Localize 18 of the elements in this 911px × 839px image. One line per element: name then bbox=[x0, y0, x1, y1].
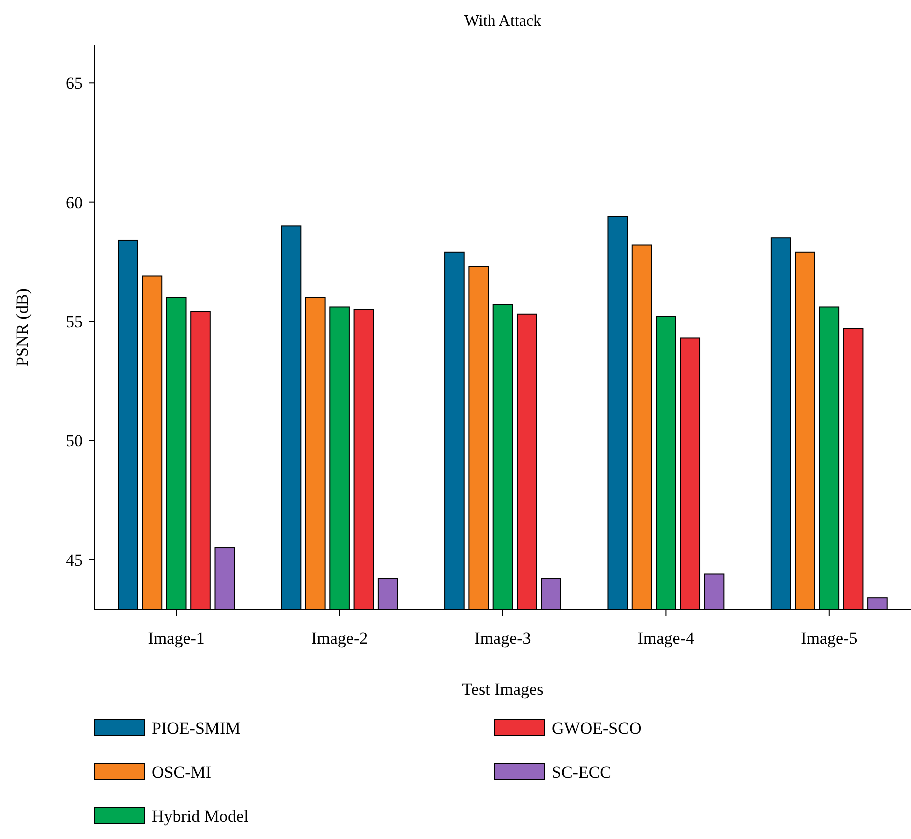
legend-label: SC-ECC bbox=[552, 762, 612, 782]
legend-label: PIOE-SMIM bbox=[152, 718, 241, 738]
y-tick-label: 45 bbox=[66, 550, 83, 570]
x-tick-label: Image-5 bbox=[801, 629, 858, 648]
chart-title: With Attack bbox=[464, 13, 542, 30]
legend-label: Hybrid Model bbox=[152, 806, 250, 826]
x-tick-label: Image-4 bbox=[638, 629, 696, 648]
y-tick-label: 50 bbox=[66, 432, 83, 451]
y-tick-label: 65 bbox=[66, 74, 83, 94]
x-tick-label: Image-3 bbox=[474, 629, 532, 648]
x-tick-label: Image-1 bbox=[148, 629, 205, 648]
y-axis-title: PSNR (dB) bbox=[13, 288, 32, 366]
legend-label: GWOE-SCO bbox=[552, 718, 642, 738]
x-tick-label: Image-2 bbox=[311, 629, 368, 648]
y-tick-label: 55 bbox=[66, 312, 83, 332]
y-tick-label: 60 bbox=[66, 193, 83, 212]
legend-label: OSC-MI bbox=[152, 762, 212, 782]
x-axis-title: Test Images bbox=[462, 680, 544, 699]
